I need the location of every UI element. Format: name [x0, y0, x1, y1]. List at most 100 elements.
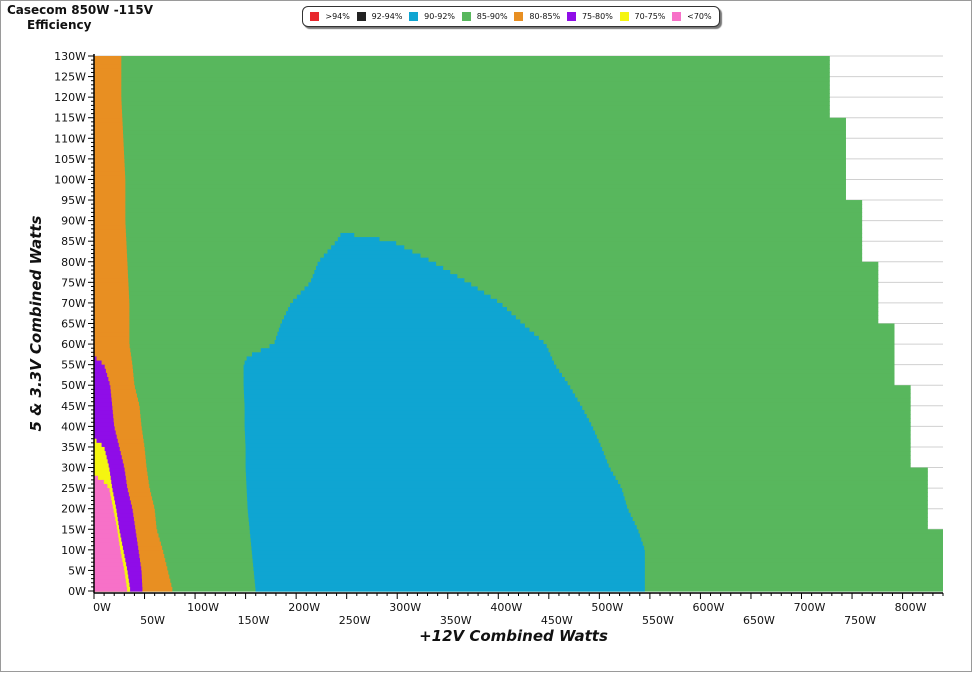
region-90-92	[247, 496, 625, 502]
x-tick-label: 800W	[895, 601, 927, 614]
region-85-90	[94, 93, 830, 98]
x-tick-label: 200W	[288, 601, 320, 614]
region-85-90	[94, 97, 830, 102]
region-80-85	[94, 372, 134, 378]
y-tick-label: 40W	[61, 420, 86, 433]
region-80-85	[94, 191, 126, 197]
region-90-92	[245, 459, 608, 465]
region-80-85	[94, 442, 145, 448]
region-85-90	[94, 138, 846, 144]
region-75-80	[94, 455, 122, 460]
region-80-85	[94, 93, 122, 98]
x-tick-label: 500W	[591, 601, 623, 614]
region-90-92	[284, 315, 516, 320]
x-tick-label: 400W	[490, 601, 522, 614]
y-tick-label: 90W	[61, 215, 86, 228]
region-80-85	[94, 56, 122, 61]
region-90-92	[243, 368, 560, 374]
region-under-70	[94, 508, 114, 514]
region-80-85	[94, 212, 126, 218]
region-under-70	[94, 521, 117, 526]
region-90-92	[244, 422, 592, 427]
region-under-70	[94, 545, 120, 551]
region-85-90	[94, 232, 863, 238]
region-80-85	[94, 228, 126, 234]
region-80-85	[94, 426, 142, 432]
region-75-80	[94, 405, 113, 411]
legend-label: 70-75%	[634, 12, 666, 21]
region-85-90	[94, 117, 846, 123]
region-90-92	[246, 492, 624, 497]
region-75-80	[94, 401, 112, 407]
region-90-92	[288, 307, 507, 312]
region-80-85	[94, 179, 126, 185]
region-85-90	[94, 179, 846, 185]
region-75-80	[94, 360, 102, 366]
region-under-70	[94, 558, 123, 563]
x-tick-label: 750W	[844, 614, 876, 627]
region-80-85	[94, 60, 122, 65]
region-85-90	[94, 249, 863, 255]
region-90-92	[244, 393, 576, 399]
region-90-92	[251, 541, 643, 547]
chart-subtitle: Efficiency	[27, 18, 92, 32]
legend-entry: 80-85%	[514, 12, 560, 21]
region-80-85	[94, 290, 129, 296]
legend-label: 90-92%	[424, 12, 456, 21]
region-80-85	[94, 154, 125, 160]
region-85-90	[94, 183, 846, 189]
y-tick-label: 20W	[61, 503, 86, 516]
region-90-92	[286, 311, 512, 316]
region-under-70	[94, 541, 120, 547]
region-85-90	[94, 282, 879, 288]
region-85-90	[94, 121, 846, 127]
region-85-90	[94, 208, 863, 213]
region-75-80	[94, 418, 114, 423]
region-90-92	[253, 566, 645, 572]
region-80-85	[94, 171, 126, 176]
y-tick-label: 70W	[61, 297, 86, 310]
region-70-75	[94, 471, 111, 477]
x-tick-label: 0W	[93, 601, 111, 614]
region-under-70	[94, 479, 104, 485]
region-80-85	[94, 130, 124, 135]
x-tick-label: 300W	[389, 601, 421, 614]
region-80-85	[94, 430, 143, 436]
region-80-85	[94, 327, 130, 333]
region-under-70	[94, 504, 113, 510]
region-80-85	[94, 323, 130, 329]
region-85-90	[94, 200, 863, 205]
x-tick-label: 550W	[642, 614, 674, 627]
region-90-92	[249, 521, 635, 526]
y-tick-label: 5W	[68, 564, 86, 577]
region-90-92	[290, 302, 503, 308]
region-under-70	[94, 586, 128, 592]
region-90-92	[248, 512, 631, 518]
y-tick-label: 115W	[54, 112, 86, 125]
region-85-90	[94, 187, 846, 193]
region-75-80	[94, 368, 106, 374]
region-80-85	[94, 237, 127, 242]
region-80-85	[94, 68, 122, 74]
x-tick-label: 650W	[743, 614, 775, 627]
region-90-92	[243, 385, 571, 390]
region-90-92	[243, 377, 565, 382]
region-85-90	[94, 80, 830, 86]
region-80-85	[94, 278, 129, 283]
region-85-90	[94, 278, 879, 283]
region-under-70	[94, 500, 112, 506]
region-80-85	[94, 438, 144, 444]
y-tick-label: 130W	[54, 50, 86, 63]
legend-label: 80-85%	[529, 12, 561, 21]
region-80-85	[94, 364, 133, 370]
y-tick-label: 25W	[61, 482, 86, 495]
region-80-85	[94, 315, 130, 320]
region-under-70	[94, 578, 126, 584]
y-tick-label: 45W	[61, 400, 86, 413]
region-90-92	[315, 265, 444, 271]
legend-label: 92-94%	[371, 12, 403, 21]
region-85-90	[94, 76, 830, 82]
region-85-90	[94, 195, 846, 201]
region-85-90	[94, 290, 879, 296]
region-80-85	[94, 220, 126, 226]
